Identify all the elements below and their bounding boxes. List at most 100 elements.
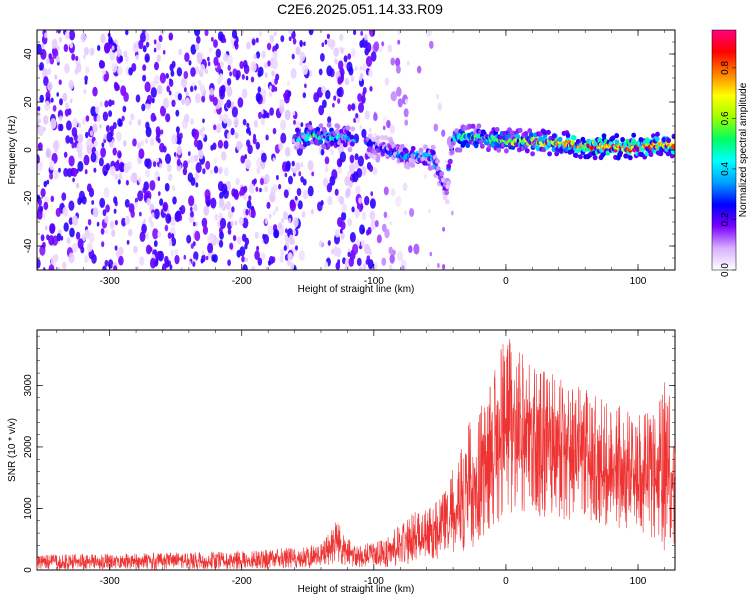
spectrogram-cell: [184, 52, 190, 62]
spectrogram-cell: [283, 245, 287, 252]
spectrogram-cell: [123, 140, 127, 147]
spectrogram-cell: [178, 48, 183, 56]
spectrogram-cell: [295, 162, 301, 172]
spectrogram-cell: [396, 86, 402, 97]
spectrogram-cell: [614, 133, 620, 139]
spectrogram-y-ticks: -40 -20 0 20 40: [23, 29, 675, 271]
spectrogram-cell: [187, 159, 191, 164]
spectrogram-cell: [441, 129, 446, 137]
spectrogram-cell: [99, 101, 103, 108]
spectrogram-cell: [37, 118, 42, 124]
spectrogram-cell: [373, 113, 378, 121]
spectrogram-cell: [322, 99, 327, 109]
spectrogram-cell: [62, 206, 69, 217]
spectrogram-cell: [386, 214, 390, 220]
y-tick-label: 20: [23, 96, 34, 108]
spectrogram-cell: [56, 266, 60, 270]
spectrogram-cell: [64, 31, 70, 40]
spectrogram-cell: [654, 136, 660, 142]
spectrogram-cell: [194, 30, 201, 37]
spectrogram-cell: [256, 245, 260, 252]
spectrogram-cell: [37, 43, 42, 54]
spectrogram-cell: [215, 48, 221, 58]
spectrogram-cell: [69, 136, 74, 144]
spectrogram-cell: [50, 118, 57, 129]
spectrogram-cell: [341, 211, 347, 221]
spectrogram-cell: [362, 212, 367, 220]
spectrogram-cell: [423, 173, 427, 180]
spectrogram-cell: [299, 51, 306, 62]
spectrogram-cell: [523, 131, 529, 137]
spectrogram-cell: [340, 231, 345, 240]
spectrogram-cell: [280, 248, 285, 256]
spectrogram-cell: [108, 36, 113, 45]
spectrogram-cell: [352, 243, 359, 255]
spectrogram-cell: [190, 85, 194, 92]
spectrogram-cell: [307, 185, 314, 197]
spectrogram-cell: [156, 54, 161, 62]
spectrogram-cell: [72, 117, 78, 128]
snr-x-axis-label: Height of straight line (km): [298, 584, 415, 595]
spectrogram-cell: [368, 249, 372, 256]
spectrogram-cell: [253, 53, 257, 60]
spectrogram-cell: [321, 42, 325, 47]
spectrogram-cell: [354, 153, 359, 161]
spectrogram-cell: [347, 217, 353, 227]
spectrogram-cell: [62, 92, 68, 102]
spectrogram-cell: [195, 43, 200, 51]
spectrogram-cell: [252, 137, 257, 145]
spectrogram-cell: [410, 162, 415, 168]
spectrogram-cell: [308, 70, 313, 77]
spectrogram-cell: [381, 257, 387, 266]
spectrogram-cell: [334, 188, 339, 196]
spectrogram-cell: [290, 68, 297, 79]
spectrogram-cell: [44, 225, 48, 231]
spectrogram-cell: [409, 208, 415, 217]
spectrogram-cell: [151, 97, 155, 104]
spectrogram-cell: [254, 250, 260, 261]
spectrogram-cell: [301, 211, 306, 218]
y-tick-label: 2000: [23, 435, 34, 458]
spectrogram-cell: [68, 200, 75, 211]
spectrogram-cell: [236, 69, 241, 79]
spectrogram-cell: [104, 100, 109, 108]
spectrogram-cell: [350, 75, 355, 82]
spectrogram-cell: [114, 173, 119, 180]
spectrogram-cell: [155, 126, 161, 135]
spectrogram-cell: [311, 171, 315, 177]
spectrogram-cell: [295, 46, 301, 55]
spectrogram-cell: [42, 267, 46, 270]
spectrogram-cell: [156, 42, 162, 51]
spectrogram-cell: [169, 264, 173, 270]
spectrogram-cell: [104, 215, 109, 224]
spectrogram-cell: [183, 71, 189, 79]
spectrogram-cell: [327, 196, 333, 206]
spectrogram-cell: [320, 148, 325, 156]
spectrogram-cell: [335, 262, 341, 270]
spectrogram-cell: [390, 188, 396, 197]
spectrogram-cell: [58, 36, 63, 43]
spectrogram-cell: [153, 39, 157, 45]
spectrogram-cell: [152, 228, 159, 240]
spectrogram-cell: [272, 50, 278, 61]
spectrogram-cell: [116, 48, 122, 58]
spectrogram-cell: [444, 199, 450, 205]
spectrogram-cell: [402, 182, 408, 192]
spectrogram-cell: [284, 146, 291, 157]
spectrogram-cell: [257, 257, 263, 266]
spectrogram-cell: [287, 186, 291, 192]
colorbar-label: Normalized spectral amplitude: [738, 82, 749, 217]
spectrogram-cell: [318, 68, 323, 76]
spectrogram-cell: [291, 53, 295, 60]
spectrogram-cell: [373, 41, 380, 52]
spectrogram-cell: [275, 206, 279, 212]
spectrogram-cell: [78, 122, 82, 128]
spectrogram-cell: [240, 155, 246, 164]
spectrogram-cell: [361, 165, 367, 176]
spectrogram-cell: [306, 140, 311, 146]
spectrogram-cell: [404, 119, 409, 126]
spectrogram-cell: [267, 260, 272, 266]
spectrogram-cell: [168, 239, 173, 246]
spectrogram-cell: [219, 191, 224, 200]
spectrogram-cell: [150, 221, 154, 228]
